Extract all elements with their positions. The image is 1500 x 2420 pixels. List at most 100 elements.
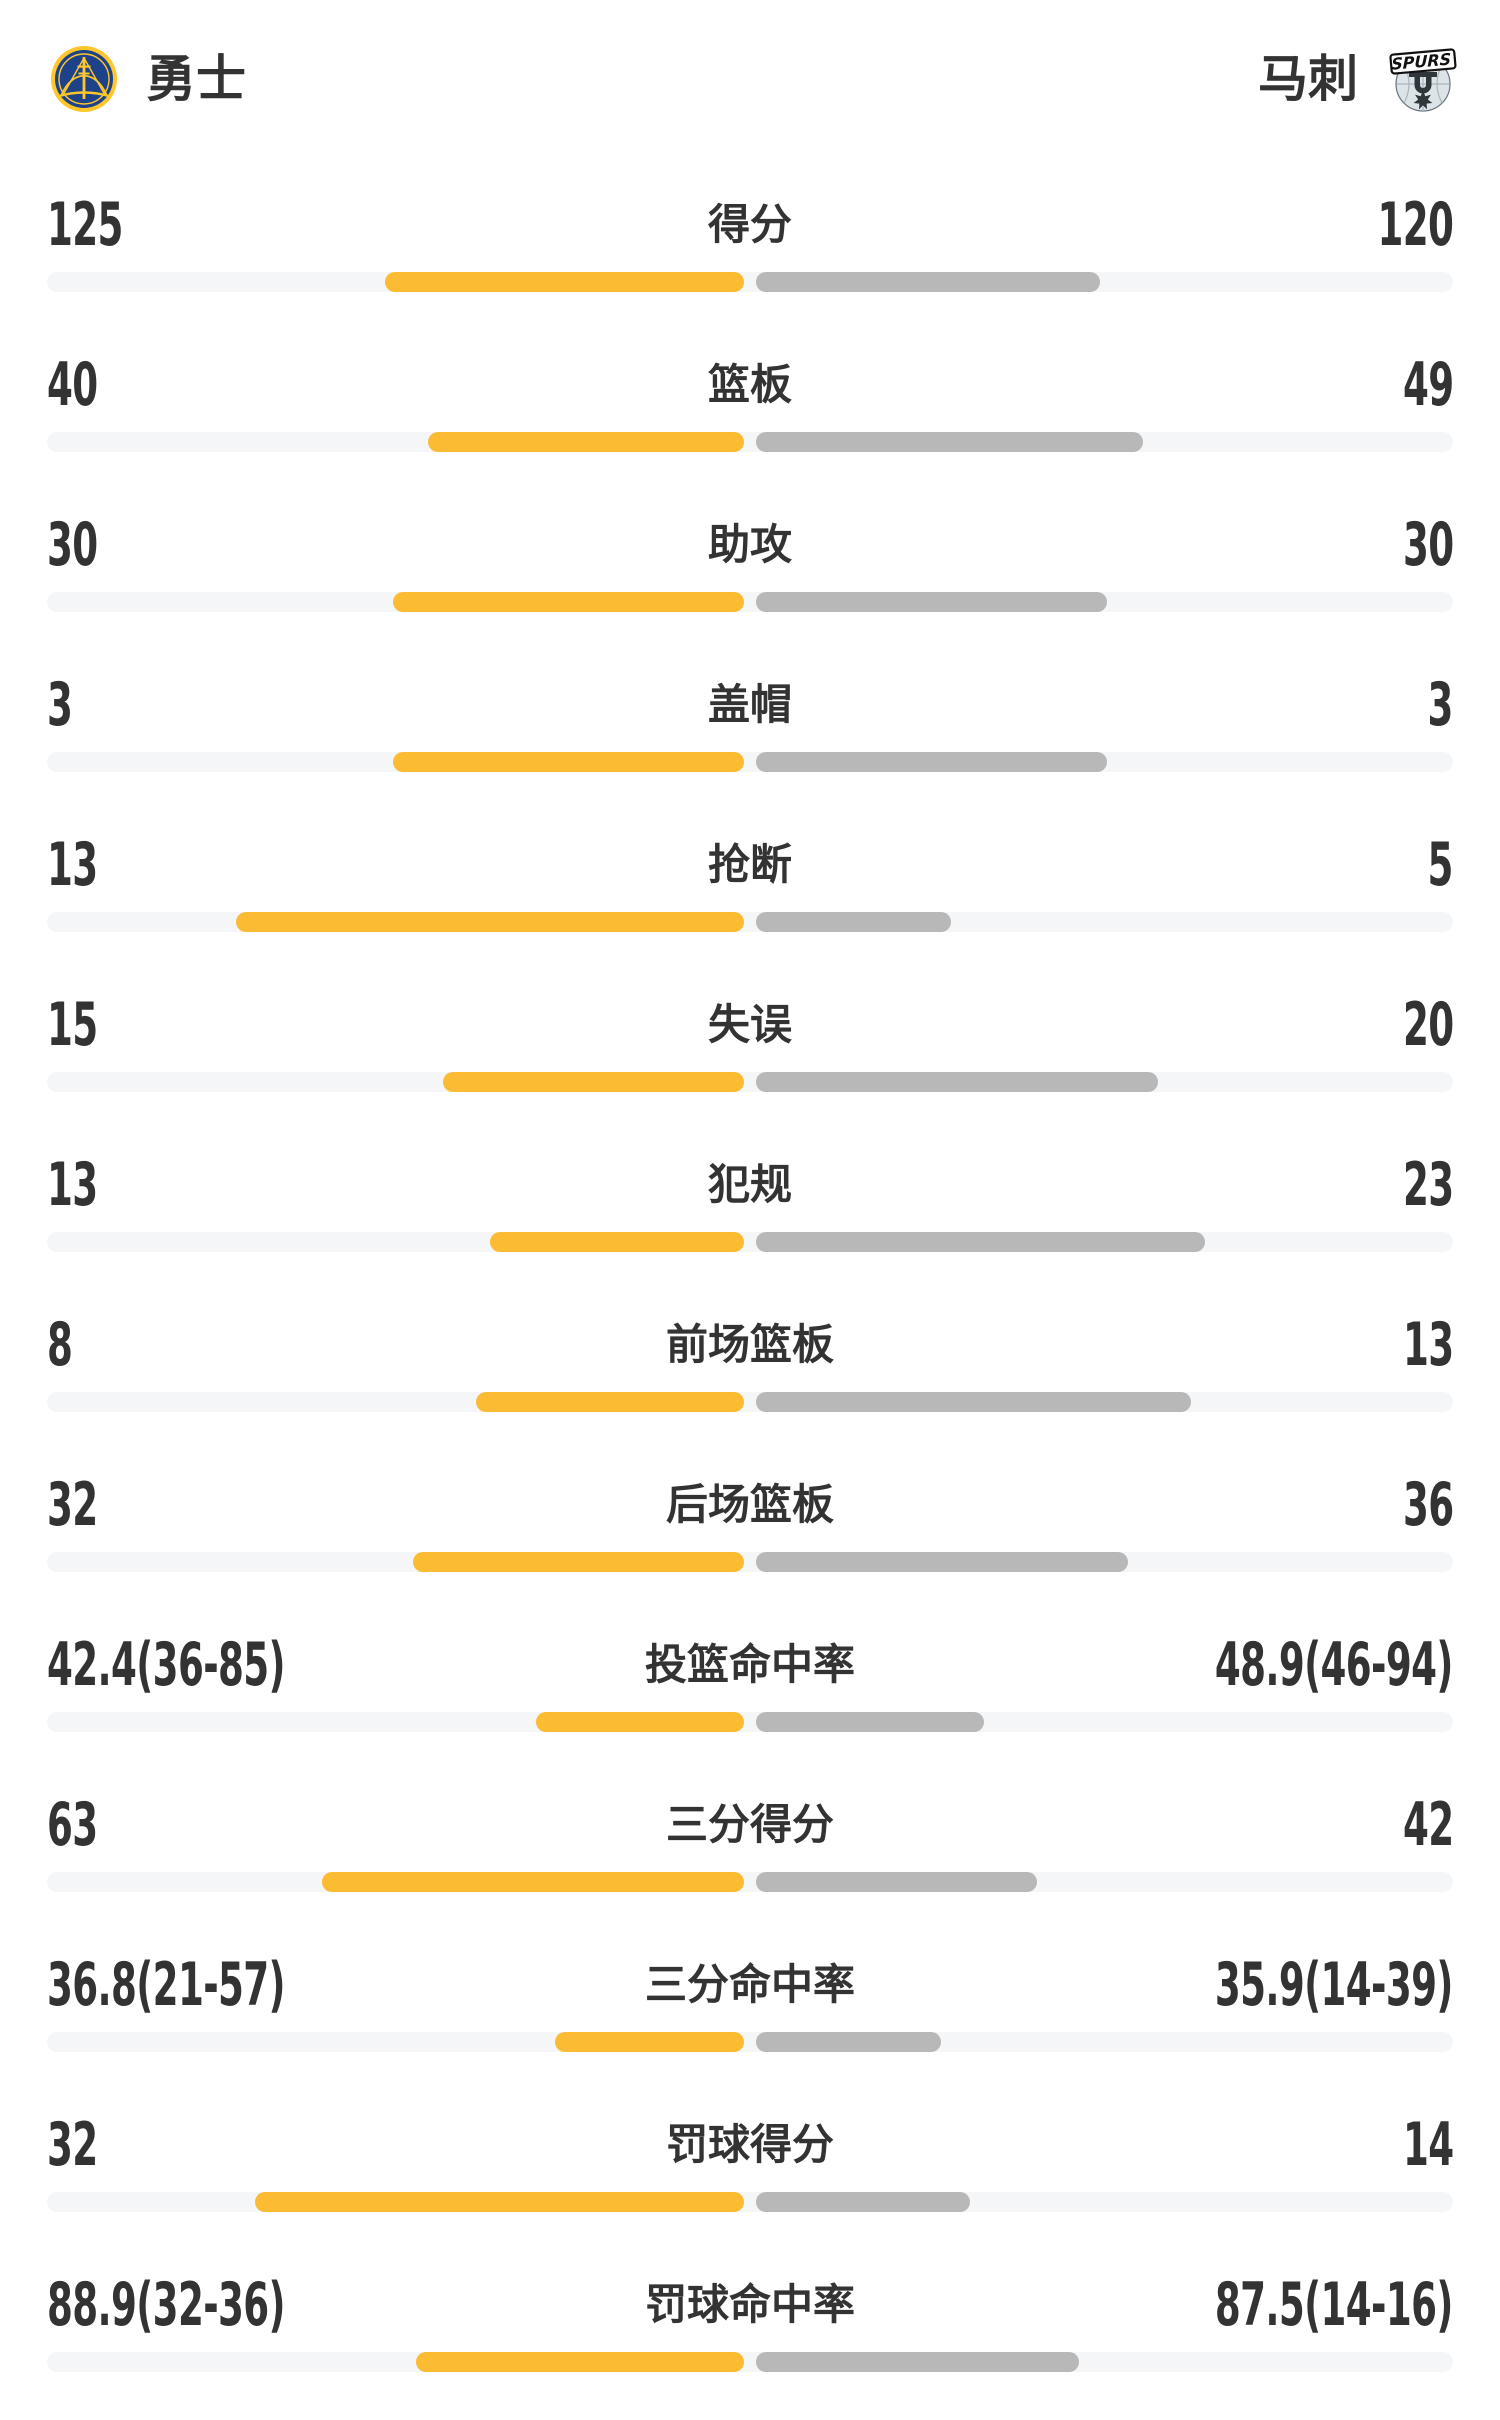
stat-label: 失误 bbox=[707, 1000, 793, 1049]
stat-row: 15 失误 20 bbox=[0, 980, 1500, 1140]
stat-row: 88.9(32-36) 罚球命中率 87.5(14-16) bbox=[0, 2260, 1500, 2420]
stat-label: 罚球得分 bbox=[665, 2120, 835, 2169]
stat-row-text: 30 助攻 30 bbox=[47, 510, 1454, 580]
bar-track bbox=[47, 592, 1453, 612]
bar-track bbox=[47, 1392, 1453, 1412]
right-team-value: 30 bbox=[1402, 510, 1453, 580]
spurs-logo-icon: SPURS bbox=[1389, 48, 1457, 112]
stat-row-text: 13 犯规 23 bbox=[47, 1150, 1454, 1220]
right-team-value: 13 bbox=[1402, 1310, 1453, 1380]
left-team-bar bbox=[393, 592, 744, 612]
right-team-value: 49 bbox=[1402, 350, 1453, 420]
stat-label: 投篮命中率 bbox=[644, 1640, 856, 1689]
bar-track bbox=[47, 272, 1453, 292]
right-team-bar bbox=[756, 272, 1100, 292]
stat-label: 三分得分 bbox=[665, 1800, 835, 1849]
stat-row: 8 前场篮板 13 bbox=[0, 1300, 1500, 1460]
left-team-value: 88.9(32-36) bbox=[47, 2270, 286, 2340]
right-team-bar bbox=[756, 2192, 970, 2212]
left-team-value: 32 bbox=[47, 2110, 98, 2180]
stat-row-text: 15 失误 20 bbox=[47, 990, 1454, 1060]
left-team-bar bbox=[428, 432, 744, 452]
team-right-name: 马刺 bbox=[1258, 50, 1358, 108]
right-team-value: 20 bbox=[1402, 990, 1453, 1060]
bar-track bbox=[47, 1552, 1453, 1572]
stat-label: 抢断 bbox=[707, 840, 793, 889]
left-team-bar bbox=[536, 1712, 744, 1732]
stat-row: 13 抢断 5 bbox=[0, 820, 1500, 980]
stat-label: 罚球命中率 bbox=[644, 2280, 856, 2329]
stat-label: 三分命中率 bbox=[644, 1960, 856, 2009]
right-team-bar bbox=[756, 1072, 1158, 1092]
bar-track bbox=[47, 2192, 1453, 2212]
warriors-logo-icon bbox=[51, 46, 117, 112]
right-team-value: 87.5(14-16) bbox=[1215, 2270, 1454, 2340]
left-team-value: 30 bbox=[47, 510, 98, 580]
stat-label: 犯规 bbox=[707, 1160, 793, 1209]
left-team-bar bbox=[385, 272, 744, 292]
left-team-bar bbox=[443, 1072, 744, 1092]
stat-row-text: 42.4(36-85) 投篮命中率 48.9(46-94) bbox=[47, 1630, 1454, 1700]
right-team-bar bbox=[756, 912, 951, 932]
stat-label: 后场篮板 bbox=[665, 1480, 835, 1529]
stat-row-text: 63 三分得分 42 bbox=[47, 1790, 1454, 1860]
stat-label: 篮板 bbox=[707, 360, 793, 409]
left-team-bar bbox=[555, 2032, 744, 2052]
left-team-bar bbox=[393, 752, 744, 772]
stat-row: 30 助攻 30 bbox=[0, 500, 1500, 660]
right-team-value: 23 bbox=[1402, 1150, 1453, 1220]
team-right: 马刺 SPURS bbox=[1258, 45, 1462, 113]
stat-label: 得分 bbox=[707, 200, 793, 249]
stat-row: 36.8(21-57) 三分命中率 35.9(14-39) bbox=[0, 1940, 1500, 2100]
left-team-bar bbox=[236, 912, 744, 932]
bar-track bbox=[47, 912, 1453, 932]
left-team-bar bbox=[416, 2352, 744, 2372]
stat-row-text: 32 罚球得分 14 bbox=[47, 2110, 1454, 2180]
left-team-bar bbox=[476, 1392, 744, 1412]
bar-track bbox=[47, 1872, 1453, 1892]
left-team-value: 125 bbox=[47, 190, 123, 260]
stat-label: 助攻 bbox=[707, 520, 793, 569]
right-team-bar bbox=[756, 2352, 1079, 2372]
left-team-bar bbox=[255, 2192, 744, 2212]
right-team-bar bbox=[756, 1392, 1191, 1412]
stat-label: 盖帽 bbox=[707, 680, 793, 729]
left-team-value: 32 bbox=[47, 1470, 98, 1540]
right-team-value: 35.9(14-39) bbox=[1215, 1950, 1454, 2020]
right-team-bar bbox=[756, 2032, 941, 2052]
right-team-value: 5 bbox=[1427, 830, 1454, 900]
left-team-value: 36.8(21-57) bbox=[47, 1950, 286, 2020]
stat-row-text: 125 得分 120 bbox=[47, 190, 1454, 260]
team-left-name: 勇士 bbox=[146, 50, 246, 108]
left-team-value: 13 bbox=[47, 1150, 98, 1220]
stats-list: 125 得分 120 40 篮板 49 30 助攻 30 bbox=[0, 180, 1500, 2420]
left-team-bar bbox=[322, 1872, 744, 1892]
right-team-value: 120 bbox=[1377, 190, 1453, 260]
left-team-value: 13 bbox=[47, 830, 98, 900]
stat-row: 32 后场篮板 36 bbox=[0, 1460, 1500, 1620]
stat-row-text: 32 后场篮板 36 bbox=[47, 1470, 1454, 1540]
left-team-bar bbox=[490, 1232, 744, 1252]
right-team-value: 48.9(46-94) bbox=[1215, 1630, 1454, 1700]
stat-row: 42.4(36-85) 投篮命中率 48.9(46-94) bbox=[0, 1620, 1500, 1780]
bar-track bbox=[47, 2352, 1453, 2372]
right-team-bar bbox=[756, 1552, 1128, 1572]
left-team-value: 42.4(36-85) bbox=[47, 1630, 286, 1700]
right-team-value: 42 bbox=[1402, 1790, 1453, 1860]
bar-track bbox=[47, 1232, 1453, 1252]
bar-track bbox=[47, 1712, 1453, 1732]
stat-row: 13 犯规 23 bbox=[0, 1140, 1500, 1300]
left-team-value: 63 bbox=[47, 1790, 98, 1860]
team-left: 勇士 bbox=[50, 45, 246, 113]
bar-track bbox=[47, 752, 1453, 772]
right-team-bar bbox=[756, 1232, 1205, 1252]
right-team-bar bbox=[756, 432, 1143, 452]
stat-row: 40 篮板 49 bbox=[0, 340, 1500, 500]
right-team-bar bbox=[756, 592, 1107, 612]
stat-row: 125 得分 120 bbox=[0, 180, 1500, 340]
stat-row-text: 36.8(21-57) 三分命中率 35.9(14-39) bbox=[47, 1950, 1454, 2020]
stat-row: 63 三分得分 42 bbox=[0, 1780, 1500, 1940]
scoreboard-header: 勇士 马刺 SPURS bbox=[0, 0, 1500, 113]
left-team-value: 8 bbox=[47, 1310, 73, 1380]
